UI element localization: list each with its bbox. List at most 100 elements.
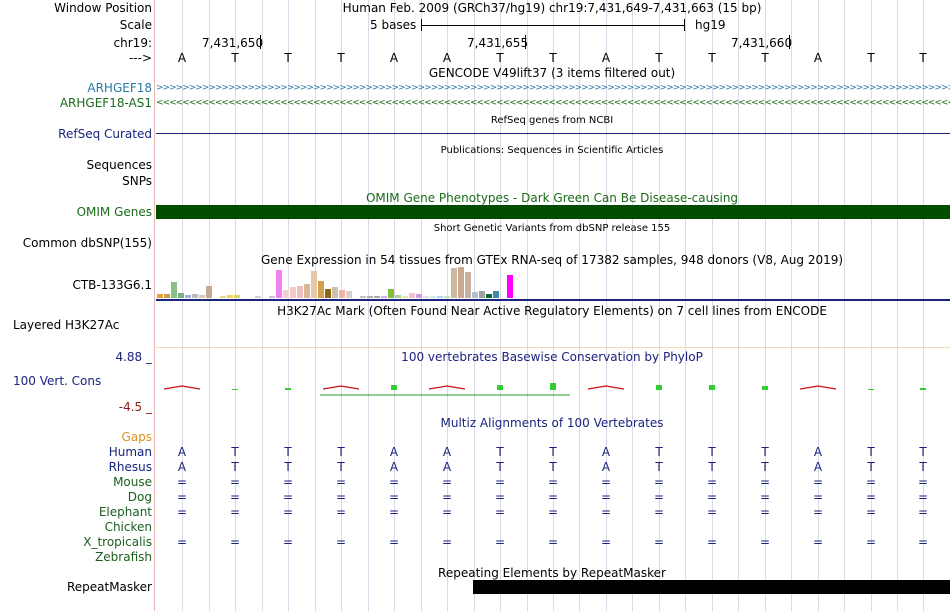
- gtex-bar[interactable]: [199, 295, 205, 298]
- cons-positive-mark[interactable]: [868, 389, 874, 390]
- gtex-gene-line[interactable]: [156, 299, 950, 301]
- sequences-label[interactable]: Sequences: [86, 158, 152, 172]
- species-label[interactable]: Rhesus: [108, 460, 152, 474]
- cons-positive-mark[interactable]: [656, 385, 662, 390]
- alignment-base: A: [442, 460, 452, 474]
- gtex-bar[interactable]: [395, 295, 401, 298]
- omim-label[interactable]: OMIM Genes: [76, 205, 152, 219]
- gtex-bar[interactable]: [430, 296, 436, 298]
- cons-min-label: -4.5 _: [118, 400, 152, 414]
- alignment-base: =: [229, 490, 241, 504]
- gtex-bar[interactable]: [255, 296, 261, 298]
- gtex-bar[interactable]: [388, 289, 394, 298]
- species-label[interactable]: Zebrafish: [95, 550, 152, 564]
- cons-positive-mark[interactable]: [550, 383, 556, 390]
- gridline: [341, 0, 342, 611]
- cons-positive-mark[interactable]: [762, 386, 768, 390]
- gtex-bar[interactable]: [507, 275, 513, 298]
- gtex-bar[interactable]: [409, 293, 415, 298]
- gtex-bar[interactable]: [304, 284, 310, 298]
- cons-positive-mark[interactable]: [232, 389, 238, 390]
- gtex-bar[interactable]: [346, 291, 352, 298]
- gtex-bar[interactable]: [227, 295, 233, 298]
- cons-positive-mark[interactable]: [497, 385, 503, 390]
- repeat-label[interactable]: RepeatMasker: [66, 580, 152, 594]
- species-label[interactable]: X_tropicalis: [83, 535, 152, 549]
- species-label[interactable]: Elephant: [98, 505, 152, 519]
- gtex-bar[interactable]: [269, 296, 275, 298]
- gtex-bar[interactable]: [192, 294, 198, 298]
- gtex-bar[interactable]: [374, 296, 380, 298]
- gtex-bar[interactable]: [220, 296, 226, 298]
- cons-positive-mark[interactable]: [709, 385, 715, 390]
- gtex-bar[interactable]: [423, 296, 429, 298]
- gtex-bar[interactable]: [367, 296, 373, 298]
- gtex-bar[interactable]: [178, 293, 184, 298]
- gtex-bar[interactable]: [451, 268, 457, 298]
- snps-label[interactable]: SNPs: [122, 174, 152, 188]
- gtex-bar[interactable]: [381, 296, 387, 298]
- omim-feature[interactable]: [156, 205, 950, 219]
- gtex-bar[interactable]: [416, 294, 422, 298]
- gridline: [606, 0, 607, 611]
- gtex-bar[interactable]: [493, 291, 499, 298]
- gtex-bar[interactable]: [325, 289, 331, 298]
- cons-negative-mark[interactable]: [322, 385, 360, 390]
- gtex-bar[interactable]: [360, 296, 366, 298]
- gtex-bar[interactable]: [234, 295, 240, 298]
- alignment-base: A: [601, 445, 611, 459]
- gtex-bar[interactable]: [339, 290, 345, 298]
- gene-label-arhgef18[interactable]: ARHGEF18: [87, 81, 152, 95]
- repeat-feature[interactable]: [473, 580, 950, 594]
- alignment-base: =: [176, 475, 188, 489]
- gtex-bar[interactable]: [276, 270, 282, 298]
- gtex-bar[interactable]: [290, 287, 296, 298]
- gtex-bar[interactable]: [486, 294, 492, 298]
- cons-positive-mark[interactable]: [920, 388, 926, 390]
- h3k27ac-label[interactable]: Layered H3K27Ac: [13, 318, 120, 332]
- species-label[interactable]: Dog: [127, 490, 152, 504]
- gtex-bar[interactable]: [444, 296, 450, 298]
- gene-arhgef18-feature[interactable]: >>>>>>>>>>>>>>>>>>>>>>>>>>>>>>>>>>>>>>>>…: [156, 83, 950, 93]
- cons-negative-mark[interactable]: [799, 385, 837, 390]
- gtex-bar[interactable]: [458, 267, 464, 298]
- refseq-label[interactable]: RefSeq Curated: [58, 127, 152, 141]
- gtex-bar[interactable]: [206, 286, 212, 298]
- gtex-bar[interactable]: [437, 296, 443, 298]
- cons-negative-mark[interactable]: [587, 385, 625, 390]
- position-tick-2: [525, 35, 526, 49]
- gtex-bar[interactable]: [311, 271, 317, 298]
- gaps-label[interactable]: Gaps: [121, 430, 152, 444]
- dbsnp-label[interactable]: Common dbSNP(155): [22, 236, 152, 250]
- gtex-label[interactable]: CTB-133G6.1: [72, 278, 152, 292]
- gtex-bar[interactable]: [465, 272, 471, 298]
- alignment-base: =: [865, 535, 877, 549]
- gtex-bar[interactable]: [402, 296, 408, 298]
- gtex-bar[interactable]: [185, 295, 191, 298]
- gtex-bar[interactable]: [297, 286, 303, 298]
- base-letter: T: [761, 51, 769, 65]
- species-label[interactable]: Mouse: [113, 475, 152, 489]
- gtex-bar[interactable]: [472, 292, 478, 298]
- gtex-bar[interactable]: [171, 282, 177, 298]
- species-label[interactable]: Human: [108, 445, 152, 459]
- cons-negative-mark[interactable]: [163, 385, 201, 390]
- refseq-feature-line[interactable]: [156, 133, 950, 134]
- cons-label[interactable]: 100 Vert. Cons: [13, 374, 102, 388]
- species-label[interactable]: Chicken: [104, 520, 152, 534]
- gtex-bar[interactable]: [164, 294, 170, 298]
- gene-arhgef18-as1-feature[interactable]: <<<<<<<<<<<<<<<<<<<<<<<<<<<<<<<<<<<<<<<<…: [156, 98, 950, 108]
- gtex-bar[interactable]: [479, 291, 485, 298]
- cons-negative-mark[interactable]: [428, 385, 466, 390]
- gtex-bar[interactable]: [157, 294, 163, 298]
- cons-positive-mark[interactable]: [285, 388, 291, 390]
- gtex-bar[interactable]: [318, 281, 324, 298]
- alignment-base: =: [229, 475, 241, 489]
- cons-positive-mark[interactable]: [391, 385, 397, 390]
- gene-label-arhgef18-as1[interactable]: ARHGEF18-AS1: [59, 96, 152, 110]
- gtex-bar[interactable]: [332, 287, 338, 298]
- gtex-bar[interactable]: [283, 290, 289, 298]
- gridline: [527, 0, 528, 611]
